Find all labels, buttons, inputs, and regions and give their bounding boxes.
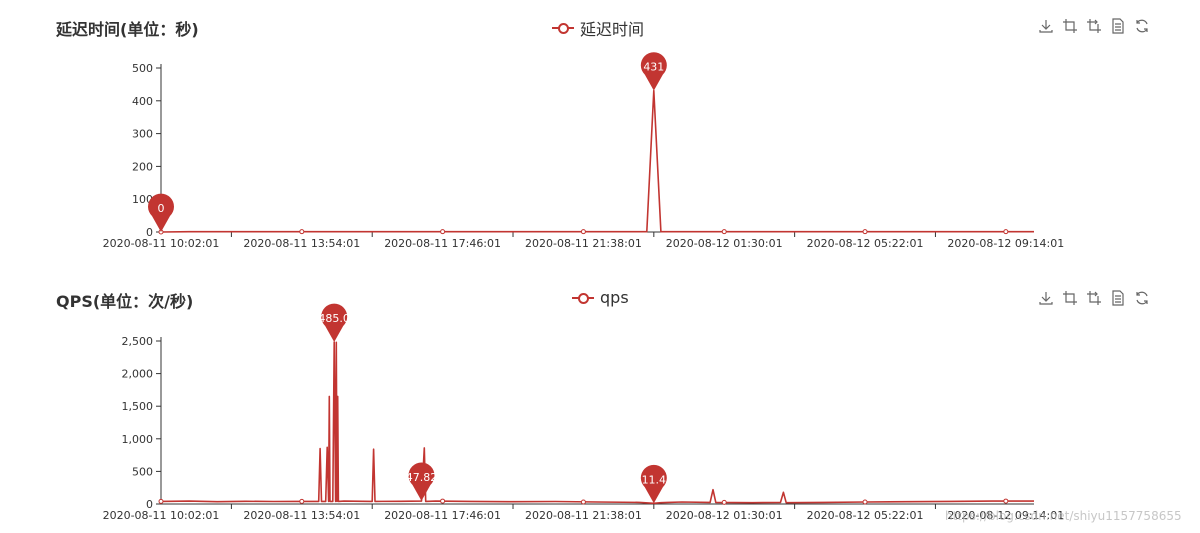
y-tick-label: 0 <box>146 498 153 511</box>
marker-label: 2485.08 <box>311 312 357 325</box>
chart-title: QPS(单位：次/秒) <box>56 292 194 311</box>
x-tick-label: 2020-08-11 10:02:01 <box>103 509 220 522</box>
max-min-marker: 47.82 <box>406 462 438 501</box>
legend-line-circle-icon <box>572 291 594 305</box>
data-point <box>580 229 586 235</box>
x-tick-label: 2020-08-11 21:38:01 <box>525 237 642 250</box>
data-point <box>1003 229 1009 235</box>
zoom-reset-icon[interactable] <box>1086 290 1102 306</box>
zoom-reset-icon[interactable] <box>1086 18 1102 34</box>
legend-label: 延迟时间 <box>580 20 645 39</box>
marker-pin <box>640 52 667 91</box>
y-tick-label: 400 <box>132 95 153 108</box>
legend-line-circle-icon <box>552 21 574 35</box>
series-line <box>160 341 1034 505</box>
marker-pin <box>640 464 667 504</box>
x-tick-label: 2020-08-11 17:46:01 <box>384 509 501 522</box>
data-point <box>721 229 727 235</box>
data-point <box>862 499 868 505</box>
chart-panel-1: 0 100 200 300 400 500 2020-08-11 10:02:01 2020-… <box>56 16 1150 250</box>
restore-icon[interactable] <box>1134 18 1150 34</box>
max-min-marker: 431 <box>640 52 667 91</box>
restore-icon[interactable] <box>1134 290 1150 306</box>
marker-label: 0 <box>158 202 165 215</box>
legend-label: qps <box>600 288 629 307</box>
x-tick-label: 2020-08-11 10:02:01 <box>103 237 220 250</box>
data-view-icon[interactable] <box>1110 18 1126 34</box>
toolbox <box>1038 18 1150 34</box>
x-tick-label: 2020-08-12 01:30:01 <box>666 509 783 522</box>
series-line <box>160 89 1034 233</box>
data-point <box>721 499 727 505</box>
chart-plot-1: 0 100 200 300 400 500 2020-08-11 10:02:01 2020-… <box>103 52 1064 250</box>
marker-label: 11.4 <box>642 473 667 486</box>
data-point <box>440 229 446 235</box>
x-tick-label: 2020-08-11 13:54:01 <box>243 237 360 250</box>
legend-item[interactable]: 延迟时间 <box>552 16 644 40</box>
y-tick-label: 0 <box>146 226 153 239</box>
marker-pin <box>408 462 435 501</box>
data-point <box>1003 498 1009 504</box>
y-tick-label: 2,500 <box>122 335 154 348</box>
data-point <box>158 498 164 504</box>
y-tick-label: 2,000 <box>122 368 154 381</box>
y-tick-label: 1,000 <box>122 433 154 446</box>
y-tick-label: 200 <box>132 160 153 173</box>
x-tick-label: 2020-08-12 05:22:01 <box>807 509 924 522</box>
data-point <box>440 498 446 504</box>
toolbox <box>1038 290 1150 306</box>
marker-pin <box>321 303 348 342</box>
marker-label: 431 <box>643 61 664 74</box>
y-tick-label: 300 <box>132 128 153 141</box>
x-tick-label: 2020-08-11 13:54:01 <box>243 509 360 522</box>
y-tick-label: 500 <box>132 62 153 75</box>
save-as-image-icon[interactable] <box>1038 18 1054 34</box>
data-view-icon[interactable] <box>1110 290 1126 306</box>
x-tick-label: 2020-08-12 09:14:01 <box>947 237 1064 250</box>
max-min-marker: 2485.08 <box>311 303 357 342</box>
data-point <box>299 229 305 235</box>
data-point <box>299 498 305 504</box>
x-tick-label: 2020-08-11 17:46:01 <box>384 237 501 250</box>
marker-pin <box>148 193 175 232</box>
chart-plot-2: 0 500 1,000 1,500 2,000 2,500 2020-08-11 10:02… <box>103 303 1064 522</box>
y-tick-label: 500 <box>132 465 153 478</box>
legend-item[interactable]: qps <box>572 288 629 307</box>
marker-label: 47.82 <box>406 471 438 484</box>
watermark: https://blog.csdn.net/shiyu1157758655 <box>945 509 1182 523</box>
zoom-icon[interactable] <box>1062 18 1078 34</box>
zoom-icon[interactable] <box>1062 290 1078 306</box>
x-tick-label: 2020-08-12 01:30:01 <box>666 237 783 250</box>
y-tick-label: 100 <box>132 193 153 206</box>
save-as-image-icon[interactable] <box>1038 290 1054 306</box>
x-tick-label: 2020-08-12 09:14:01 <box>947 509 1064 522</box>
data-point <box>862 229 868 235</box>
y-tick-label: 1,500 <box>122 400 154 413</box>
max-min-marker: 0 <box>148 193 175 232</box>
chart-title: 延迟时间(单位：秒) <box>56 20 199 39</box>
max-min-marker: 11.4 <box>640 464 667 504</box>
chart-panel-2: 0 500 1,000 1,500 2,000 2,500 2020-08-11 10:02… <box>0 272 1200 533</box>
x-tick-label: 2020-08-11 21:38:01 <box>525 509 642 522</box>
data-point <box>580 499 586 505</box>
x-tick-label: 2020-08-12 05:22:01 <box>807 237 924 250</box>
